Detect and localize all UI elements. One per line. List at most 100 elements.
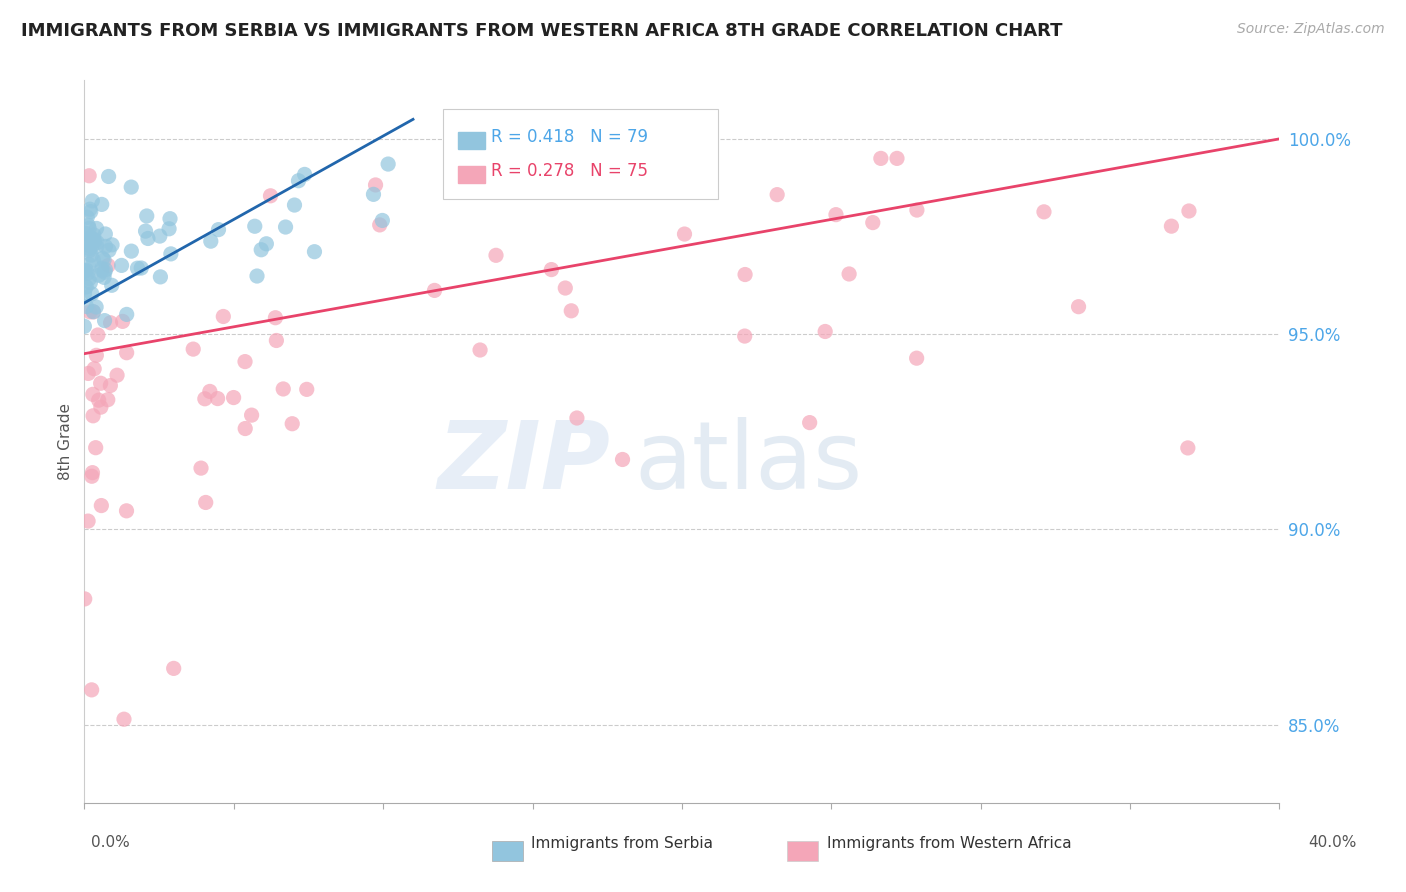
- Point: [1177, 441, 1199, 455]
- Bar: [458, 167, 485, 183]
- Point: [115, 504, 138, 518]
- Point: [190, 461, 212, 475]
- Point: [83, 234, 105, 248]
- Point: [115, 307, 138, 321]
- Point: [120, 244, 142, 259]
- Point: [82, 409, 104, 423]
- Point: [100, 278, 122, 293]
- Point: [75, 263, 97, 277]
- Point: [886, 152, 908, 166]
- Y-axis label: 8th Grade: 8th Grade: [58, 403, 73, 480]
- Point: [73, 263, 96, 277]
- Point: [368, 218, 391, 232]
- Point: [295, 383, 318, 397]
- Point: [135, 224, 157, 238]
- Point: [83, 361, 105, 376]
- Point: [266, 334, 288, 348]
- Point: [79, 242, 101, 256]
- Point: [136, 231, 159, 245]
- Point: [274, 220, 297, 235]
- Point: [94, 265, 117, 279]
- Point: [98, 378, 121, 392]
- Point: [82, 232, 104, 246]
- Text: Source: ZipAtlas.com: Source: ZipAtlas.com: [1237, 22, 1385, 37]
- Text: atlas: atlas: [634, 417, 862, 509]
- Point: [82, 194, 104, 208]
- Point: [149, 229, 172, 244]
- Point: [869, 152, 891, 166]
- Point: [83, 227, 105, 242]
- Point: [80, 248, 103, 262]
- Point: [79, 276, 101, 290]
- Point: [93, 270, 115, 285]
- Point: [80, 204, 103, 219]
- Point: [112, 712, 135, 726]
- Point: [80, 286, 103, 301]
- Point: [501, 152, 523, 166]
- Point: [905, 202, 928, 217]
- Point: [294, 168, 316, 182]
- Point: [159, 211, 181, 226]
- Point: [76, 232, 98, 246]
- Point: [86, 239, 108, 253]
- Point: [90, 261, 112, 276]
- Point: [75, 280, 97, 294]
- Point: [86, 221, 108, 235]
- Point: [254, 236, 277, 251]
- Point: [97, 259, 120, 273]
- Point: [87, 268, 110, 283]
- Point: [80, 231, 103, 245]
- Point: [86, 235, 108, 250]
- Bar: [458, 132, 485, 149]
- Point: [77, 221, 100, 235]
- Point: [73, 591, 96, 606]
- Point: [194, 495, 217, 509]
- Point: [287, 174, 309, 188]
- Point: [93, 253, 115, 268]
- Point: [612, 452, 634, 467]
- Point: [80, 240, 103, 254]
- Text: 40.0%: 40.0%: [1309, 836, 1357, 850]
- Point: [91, 252, 114, 266]
- Point: [233, 354, 256, 368]
- Point: [1067, 300, 1090, 314]
- Point: [264, 310, 287, 325]
- Point: [673, 227, 696, 241]
- Point: [560, 303, 582, 318]
- Point: [135, 209, 157, 223]
- Point: [905, 351, 928, 366]
- Text: ZIP: ZIP: [437, 417, 610, 509]
- Point: [90, 263, 112, 277]
- Point: [79, 202, 101, 217]
- FancyBboxPatch shape: [443, 109, 718, 200]
- Point: [281, 417, 304, 431]
- Point: [485, 248, 508, 262]
- Point: [111, 314, 134, 328]
- Text: 0.0%: 0.0%: [91, 836, 131, 850]
- Point: [82, 466, 104, 480]
- Point: [181, 342, 204, 356]
- Point: [129, 260, 152, 275]
- Point: [87, 393, 110, 408]
- Point: [82, 253, 104, 268]
- Point: [766, 187, 789, 202]
- Point: [163, 661, 186, 675]
- Point: [97, 169, 120, 184]
- Point: [77, 367, 100, 381]
- Point: [423, 284, 446, 298]
- Point: [271, 382, 294, 396]
- Point: [283, 198, 305, 212]
- Point: [79, 305, 101, 319]
- Point: [90, 499, 112, 513]
- Point: [1178, 204, 1201, 219]
- Point: [76, 266, 98, 280]
- Point: [1160, 219, 1182, 234]
- Point: [90, 376, 112, 391]
- Point: [149, 269, 172, 284]
- Point: [90, 400, 112, 414]
- Point: [80, 469, 103, 483]
- Point: [565, 411, 588, 425]
- Text: Immigrants from Western Africa: Immigrants from Western Africa: [827, 837, 1071, 851]
- Text: R = 0.418   N = 79: R = 0.418 N = 79: [491, 128, 648, 145]
- Point: [243, 219, 266, 234]
